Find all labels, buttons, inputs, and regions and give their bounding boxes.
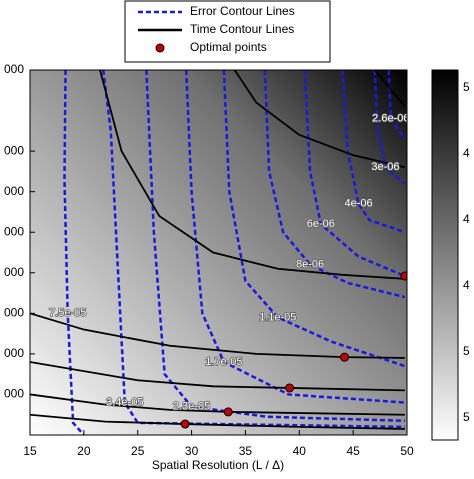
legend-label: Error Contour Lines xyxy=(190,4,295,18)
y-tick-label: 000 xyxy=(4,346,24,360)
contour-label: 1.7e-05 xyxy=(205,356,242,368)
legend-label: Optimal points xyxy=(190,40,267,54)
contour-label: 6e-06 xyxy=(307,218,335,230)
x-tick-label: 50 xyxy=(400,444,414,458)
optimal-point xyxy=(400,271,407,281)
time-contour xyxy=(30,393,405,416)
y-tick-label: 000 xyxy=(4,306,24,320)
y-tick-label: 000 xyxy=(4,224,24,238)
error-contour xyxy=(263,70,406,299)
y-tick-label: 000 xyxy=(4,62,24,76)
time-contour xyxy=(30,312,405,359)
x-tick-label: 20 xyxy=(77,444,91,458)
optimal-point xyxy=(223,407,233,417)
time-contour xyxy=(30,361,405,392)
colorbar-tick-label: 4 xyxy=(463,278,470,292)
colorbar-tick-label: 5 xyxy=(463,80,470,94)
y-tick-label: 000 xyxy=(4,265,24,279)
y-tick-label: 000 xyxy=(4,184,24,198)
contour-label: 7.5e-05 xyxy=(49,307,86,319)
plot-frame xyxy=(29,69,408,436)
contour-label: 3e-06 xyxy=(371,161,399,173)
legend-label: Time Contour Lines xyxy=(190,22,294,36)
colorbar-tick-label: 4 xyxy=(463,212,470,226)
colorbar-tick-label: 4 xyxy=(463,146,470,160)
x-tick-label: 40 xyxy=(293,444,307,458)
contour-label: 1.1e-05 xyxy=(259,311,296,323)
x-tick-label: 35 xyxy=(239,444,253,458)
contour-label: 2.6e-06 xyxy=(372,113,409,125)
error-contour xyxy=(184,70,405,404)
contour-label: 8e-06 xyxy=(296,259,324,271)
optimal-point xyxy=(285,383,295,393)
contour-label: 3.4e-05 xyxy=(106,396,143,408)
legend-swatch xyxy=(155,43,165,53)
colorbar-tick-label: 5 xyxy=(463,410,470,424)
time-contour xyxy=(99,70,405,280)
contour-fill xyxy=(30,70,407,435)
x-axis-label: Spatial Resolution (L / Δ) xyxy=(152,458,284,472)
time-contour xyxy=(373,70,406,108)
colorbar xyxy=(431,69,459,441)
optimal-point xyxy=(180,419,190,429)
error-contour xyxy=(102,70,405,429)
colorbar-tick-label: 5 xyxy=(463,344,470,358)
x-tick-label: 25 xyxy=(131,444,145,458)
error-contour xyxy=(387,70,406,140)
time-contour xyxy=(233,70,406,169)
x-tick-label: 15 xyxy=(23,444,37,458)
error-contour xyxy=(63,70,85,435)
contour-label: 2.3e-05 xyxy=(173,401,210,413)
optimal-point xyxy=(340,352,350,362)
error-contour xyxy=(222,70,406,368)
x-tick-label: 45 xyxy=(346,444,360,458)
y-tick-label: 000 xyxy=(4,143,24,157)
x-tick-label: 30 xyxy=(185,444,199,458)
y-tick-label: 000 xyxy=(4,387,24,401)
contour-label: 4e-06 xyxy=(344,198,372,210)
